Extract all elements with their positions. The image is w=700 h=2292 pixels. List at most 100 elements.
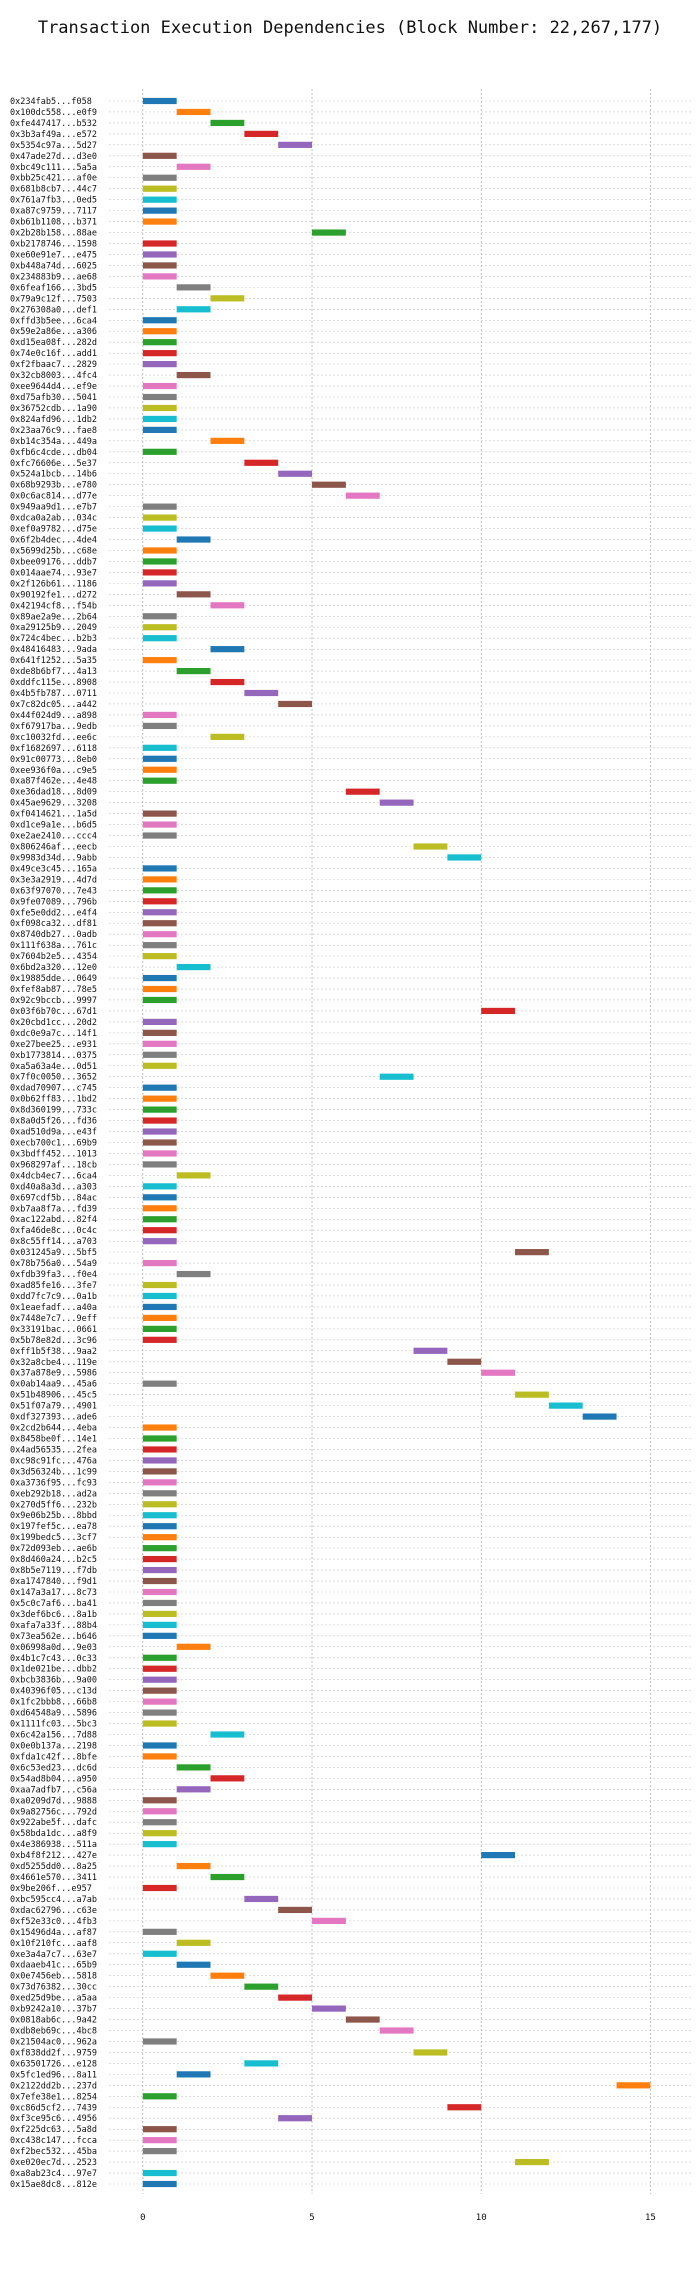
y-tick-label: 0x6c53ed23...dc6d [10,1763,97,1773]
y-tick-label: 0x92c9bccb...9997 [10,996,97,1006]
y-tick-label: 0x0ab14aa9...45a6 [10,1380,97,1390]
transaction-bar [142,525,177,532]
y-tick-label: 0x8b5e7119...f7db [10,1566,97,1576]
y-tick-label: 0xf2bec532...45ba [10,2147,97,2157]
y-tick-label: 0x4ad56535...2fea [10,1445,97,1455]
y-tick-label: 0xd40a8a3d...a303 [10,1182,97,1192]
y-tick-label: 0x7f0c0050...3652 [10,1073,97,1083]
y-tick-label: 0x234fab5...f058 [10,97,92,107]
transaction-bar [142,985,177,993]
y-tick-label: 0xef0a9782...d75e [10,525,97,535]
transaction-bar [142,1106,177,1113]
transaction-bar [142,1095,177,1102]
transaction-bar [142,1446,177,1453]
y-tick-label: 0x3b3af49a...e572 [10,130,97,140]
y-tick-label: 0x2122dd2b...237d [10,2081,97,2091]
y-tick-label: 0xffd3b5ee...6ca4 [10,316,97,326]
transaction-bar [142,1238,177,1245]
y-tick-label: 0xb4f8f212...427e [10,1851,97,1861]
y-tick-label: 0x45ae9629...3208 [10,799,97,809]
y-tick-label: 0x03f6b70c...67d1 [10,1007,97,1017]
y-tick-label: 0x91c00773...8eb0 [10,755,97,765]
y-tick-label: 0x1111fc03...5bc3 [10,1720,97,1730]
transaction-bar [142,415,177,423]
y-tick-label: 0x197fef5c...ea78 [10,1522,97,1532]
transaction-bar [142,810,177,817]
transaction-bar [142,1698,177,1705]
transaction-bar [142,1588,177,1596]
transaction-bar [142,942,177,949]
transaction-bar [142,974,177,982]
transaction-bar [278,700,313,708]
y-tick-label: 0xa0209d7d...9888 [10,1796,97,1806]
transaction-bar [142,218,177,225]
y-tick-label: 0xe020ec7d...2523 [10,2158,97,2168]
y-tick-label: 0x234883b9...ae68 [10,272,97,282]
y-tick-label: 0xddfc115e...8908 [10,678,97,688]
y-tick-label: 0xfda1c42f...8bfe [10,1752,97,1762]
y-tick-label: 0xdb8eb69c...4bc8 [10,2027,97,2037]
transaction-bar [210,437,245,444]
transaction-bar [142,1797,177,1804]
y-tick-label: 0x42194cf8...f54b [10,601,97,611]
y-tick-label: 0x2b28b158...88ae [10,229,97,239]
y-tick-label: 0xee936f0a...c9e5 [10,766,97,776]
x-tick-label: 5 [309,2213,314,2223]
transaction-bar [210,295,245,302]
transaction-bar [210,733,245,740]
transaction-bar [345,492,380,499]
y-tick-label: 0x68b9293b...e780 [10,481,97,491]
y-tick-label: 0x806246af...eecb [10,842,97,852]
y-tick-label: 0xd75afb30...5041 [10,393,97,403]
y-tick-label: 0x014aae74...93e7 [10,568,97,578]
y-tick-label: 0xfe5e0dd2...e4f4 [10,908,97,918]
transaction-bar [142,953,177,960]
transaction-bar [244,1983,279,1990]
y-tick-label: 0xe60e91e7...e475 [10,250,97,260]
transaction-bar [142,2038,177,2045]
transaction-bar [142,744,177,751]
y-tick-label: 0x100dc558...e0f9 [10,108,97,118]
y-tick-label: 0x72d093eb...ae6b [10,1544,97,1554]
y-tick-label: 0xa87c9759...7117 [10,207,97,217]
transaction-bar [142,2180,177,2188]
transaction-bar [142,174,177,181]
y-tick-label: 0xf67917ba...9edb [10,722,97,732]
transaction-bar [142,1545,177,1552]
transaction-bar [142,1556,177,1563]
transaction-bar [210,1731,245,1738]
y-tick-label: 0xb1773814...0375 [10,1051,97,1061]
y-tick-label: 0x641f1252...5a35 [10,656,97,666]
transaction-bar [142,1325,177,1332]
y-tick-label: 0x8c55ff14...a703 [10,1237,97,1247]
transaction-bar [142,1534,177,1541]
transaction-bar [142,185,177,192]
transaction-bar [515,1249,549,1256]
y-tick-label: 0x3d56324b...1c99 [10,1467,97,1477]
y-tick-label: 0x78b756a0...54a9 [10,1259,97,1269]
y-tick-label: 0x2cd2b644...4eba [10,1424,97,1434]
y-tick-label: 0xdd7fc7c9...0a1b [10,1292,97,1302]
transaction-bar [142,931,177,938]
y-tick-label: 0x40396f05...c13d [10,1687,97,1697]
transaction-bar [142,1117,177,1124]
y-tick-label: 0x0e7456eb...5818 [10,1972,97,1982]
y-tick-label: 0x21504ac0...962a [10,2037,97,2047]
y-tick-label: 0xafa7a33f...88b4 [10,1621,97,1631]
y-tick-label: 0x20cbd1cc...20d2 [10,1018,97,1028]
y-tick-label: 0x63f97070...7e43 [10,886,97,896]
y-tick-label: 0x5354c97a...5d27 [10,141,97,151]
transaction-bar [176,284,211,291]
transaction-bar [176,108,211,116]
y-tick-label: 0xf225dc63...5a8d [10,2125,97,2135]
transaction-bar [142,1281,177,1289]
y-tick-label: 0x111f638a...761c [10,941,97,951]
y-tick-label: 0x3def6bc6...8a1b [10,1610,97,1620]
y-tick-label: 0x37a878e9...5986 [10,1369,97,1379]
y-tick-label: 0x5b78e82d...3c96 [10,1336,97,1346]
y-tick-label: 0x949aa9d1...e7b7 [10,503,97,513]
y-tick-label: 0x697cdf5b...84ac [10,1193,97,1203]
y-tick-label: 0x6bd2a320...12e0 [10,963,97,973]
transaction-bar [481,1369,516,1376]
transaction-bar [345,2016,380,2023]
